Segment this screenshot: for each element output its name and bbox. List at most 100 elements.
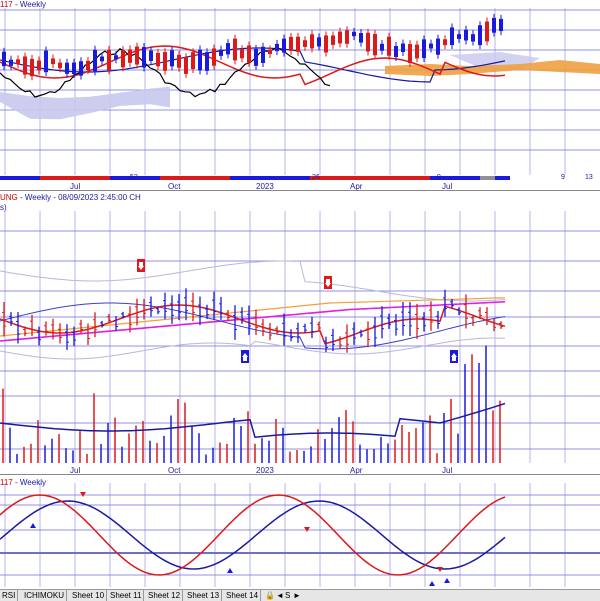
tenkan-line bbox=[0, 45, 506, 86]
arrow-down-icon bbox=[325, 279, 331, 287]
price-title: UNG - Weekly - 08/09/2023 2:45:00 CH bbox=[0, 193, 141, 202]
ichimoku-candle bbox=[261, 46, 265, 64]
ichimoku-candle bbox=[422, 39, 426, 58]
ichimoku-x-label: Oct bbox=[168, 182, 181, 190]
price-x-label: Jul bbox=[442, 466, 452, 474]
tab-sheet-10[interactable]: Sheet 10 bbox=[70, 590, 108, 601]
ichimoku-chart[interactable]: Jul Oct 2023 Apr Jul 52 26 9 9 13 bbox=[0, 0, 600, 190]
price-panel[interactable]: Jul Oct 2023 Apr Jul UNG - Weekly - 08/09/20… bbox=[0, 190, 600, 474]
arrow-down-icon bbox=[304, 527, 310, 532]
ichimoku-candle bbox=[317, 37, 321, 47]
time-band-segment bbox=[110, 176, 160, 180]
ichimoku-candle bbox=[282, 38, 286, 53]
ichimoku-candle bbox=[499, 18, 503, 32]
price-x-label: Oct bbox=[168, 466, 181, 474]
ichimoku-candle bbox=[219, 49, 223, 56]
ichimoku-candle bbox=[142, 47, 146, 68]
time-band-segment bbox=[160, 176, 230, 180]
ichimoku-candle bbox=[135, 46, 139, 65]
ichimoku-candle bbox=[226, 43, 230, 55]
time-band-segment bbox=[495, 176, 510, 180]
ichimoku-candle bbox=[429, 43, 433, 49]
ichimoku-candle bbox=[86, 60, 90, 71]
ichimoku-candle bbox=[394, 46, 398, 58]
tab-sheet-11[interactable]: Sheet 11 bbox=[108, 590, 145, 601]
ichimoku-candle bbox=[44, 50, 48, 73]
volume-ma-line bbox=[0, 402, 506, 439]
ichimoku-band-number: 52 bbox=[130, 174, 138, 181]
ichimoku-candle bbox=[170, 50, 174, 67]
ichimoku-x-label: Apr bbox=[350, 182, 363, 190]
sheet-tab-bar: RSI ICHIMOKU Sheet 10 Sheet 11 Sheet 12 … bbox=[0, 589, 600, 601]
price-title-period: - Weekly bbox=[20, 193, 51, 202]
ichimoku-title-code: 117 bbox=[0, 0, 13, 9]
ichimoku-candle bbox=[233, 38, 237, 61]
oscillator-main-line bbox=[0, 494, 506, 576]
ichimoku-candle bbox=[65, 62, 69, 74]
ichimoku-candle bbox=[191, 52, 195, 70]
time-band-segment bbox=[480, 176, 495, 180]
ma-blue-line bbox=[0, 302, 506, 350]
ichimoku-panel[interactable]: Jul Oct 2023 Apr Jul 52 26 9 9 13 117 - Weekly bbox=[0, 0, 600, 190]
oscillator-title-period: - Weekly bbox=[15, 478, 46, 487]
ma-red-line bbox=[0, 304, 506, 345]
arrow-up-icon bbox=[444, 578, 450, 583]
ichimoku-candle bbox=[345, 30, 349, 44]
ichimoku-title: 117 - Weekly bbox=[0, 0, 46, 9]
ichimoku-candle bbox=[401, 43, 405, 53]
price-chart[interactable]: Jul Oct 2023 Apr Jul bbox=[0, 191, 600, 474]
ichimoku-candle bbox=[121, 50, 125, 68]
tab-rsi[interactable]: RSI bbox=[0, 590, 19, 601]
ma-orange-line bbox=[0, 297, 506, 337]
price-sub-label: s) bbox=[0, 203, 7, 212]
arrow-up-icon bbox=[30, 523, 36, 528]
ichimoku-candle bbox=[457, 34, 461, 39]
price-x-label: 2023 bbox=[256, 466, 274, 474]
ichimoku-candle bbox=[247, 45, 251, 63]
ichimoku-candle bbox=[324, 35, 328, 53]
price-title-date: - 08/09/2023 2:45:00 CH bbox=[53, 193, 141, 202]
ichimoku-candle bbox=[156, 52, 160, 67]
ichimoku-candle bbox=[310, 34, 314, 49]
ichimoku-candle bbox=[415, 44, 419, 59]
tab-ichimoku[interactable]: ICHIMOKU bbox=[22, 590, 67, 601]
arrow-down-icon bbox=[80, 492, 86, 497]
ichimoku-candle bbox=[471, 34, 475, 42]
tab-sheet-14[interactable]: Sheet 14 bbox=[224, 590, 262, 601]
oscillator-signal-line bbox=[0, 500, 506, 570]
scroll-right-icon[interactable]: ► bbox=[293, 591, 301, 600]
ichimoku-candle bbox=[177, 54, 181, 68]
time-band-segment bbox=[0, 176, 40, 180]
price-title-symbol: UNG bbox=[0, 193, 18, 202]
ichimoku-candle bbox=[289, 36, 293, 51]
scroll-left-icon[interactable]: ◄ bbox=[276, 591, 284, 600]
ichimoku-candle bbox=[23, 56, 27, 75]
price-x-label: Apr bbox=[350, 466, 363, 474]
ichimoku-candle bbox=[485, 21, 489, 42]
lock-icon[interactable]: 🔒 bbox=[265, 591, 275, 600]
sheet-s-icon[interactable]: S bbox=[285, 591, 291, 600]
ichimoku-candle bbox=[79, 61, 83, 76]
ichimoku-candle bbox=[128, 49, 132, 63]
ichimoku-candle bbox=[51, 58, 55, 65]
ichimoku-candle bbox=[359, 33, 363, 43]
ichimoku-candle bbox=[72, 62, 76, 75]
oscillator-chart[interactable] bbox=[0, 475, 600, 590]
ichimoku-band-number: 9 bbox=[561, 174, 565, 181]
ichimoku-candle bbox=[149, 50, 153, 61]
arrow-up-icon bbox=[451, 353, 457, 361]
bollinger-lower bbox=[0, 337, 506, 360]
ichimoku-candle bbox=[296, 36, 300, 52]
tab-sheet-12[interactable]: Sheet 12 bbox=[146, 590, 184, 601]
tab-sheet-13[interactable]: Sheet 13 bbox=[185, 590, 223, 601]
oscillator-title-code: 117 bbox=[0, 478, 13, 487]
ichimoku-candle bbox=[436, 38, 440, 55]
ichimoku-candle bbox=[408, 44, 412, 63]
oscillator-panel[interactable]: 117 - Weekly bbox=[0, 474, 600, 590]
ma-magenta-line bbox=[0, 301, 506, 342]
ichimoku-candle bbox=[373, 33, 377, 56]
ichimoku-x-label: Jul bbox=[70, 182, 80, 190]
time-band-segment bbox=[230, 176, 310, 180]
ichimoku-candle bbox=[114, 55, 118, 60]
oscillator-title: 117 - Weekly bbox=[0, 478, 46, 487]
